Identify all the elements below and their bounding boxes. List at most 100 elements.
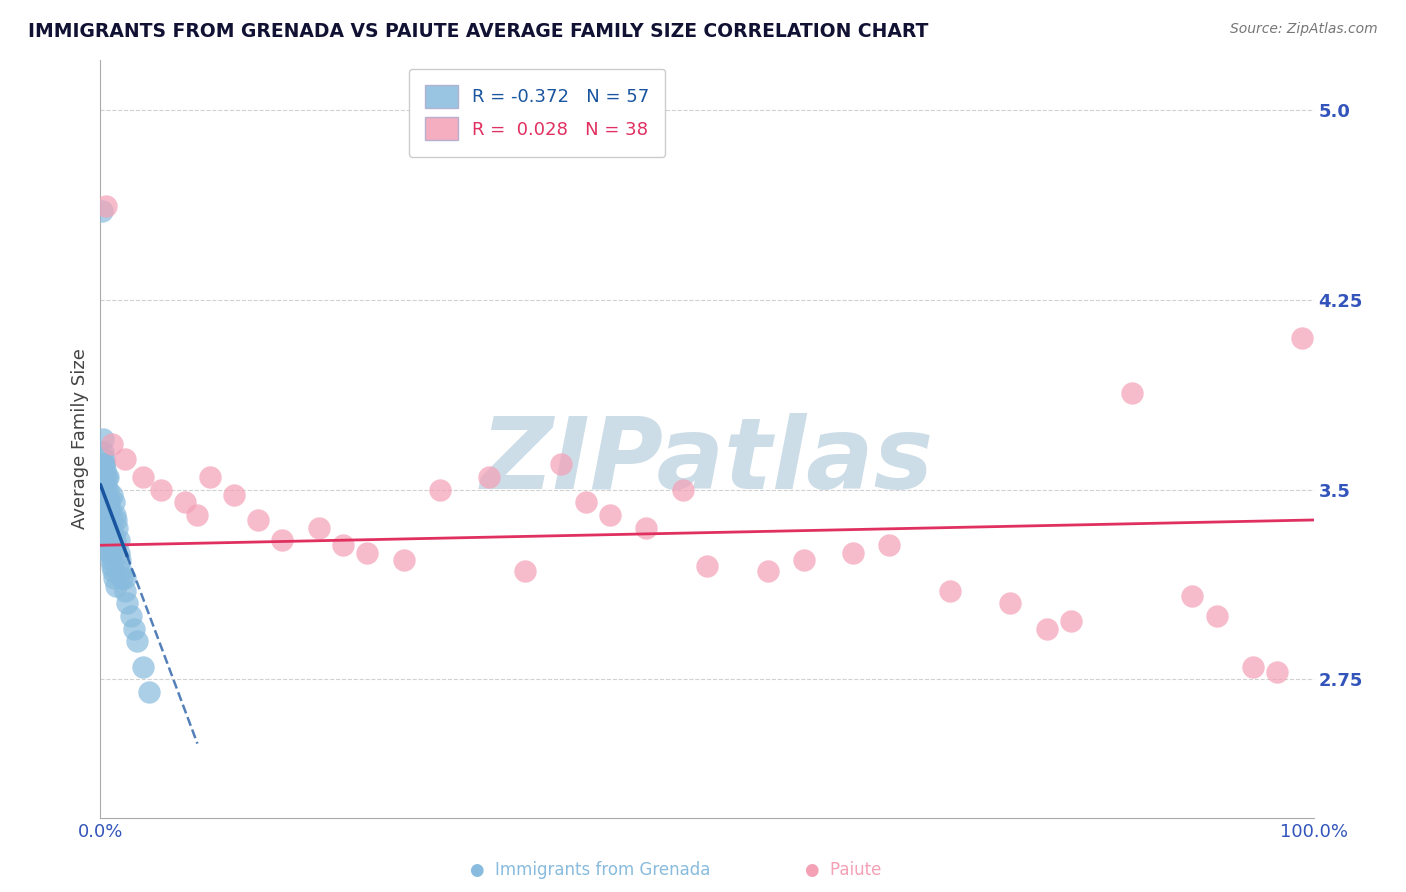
Point bbox=[696, 558, 718, 573]
Point bbox=[93, 458, 115, 472]
Point bbox=[97, 533, 120, 548]
Point bbox=[97, 470, 120, 484]
Point bbox=[114, 452, 136, 467]
Point bbox=[756, 564, 779, 578]
Point bbox=[120, 609, 142, 624]
Point bbox=[107, 533, 129, 548]
Point bbox=[93, 452, 115, 467]
Point bbox=[97, 495, 120, 509]
Text: IMMIGRANTS FROM GRENADA VS PAIUTE AVERAGE FAMILY SIZE CORRELATION CHART: IMMIGRANTS FROM GRENADA VS PAIUTE AVERAG… bbox=[28, 22, 928, 41]
Y-axis label: Average Family Size: Average Family Size bbox=[72, 349, 89, 530]
Point bbox=[103, 495, 125, 509]
Point bbox=[636, 520, 658, 534]
Point bbox=[271, 533, 294, 548]
Point bbox=[104, 508, 127, 522]
Point bbox=[91, 444, 114, 458]
Point bbox=[100, 508, 122, 522]
Point bbox=[513, 564, 536, 578]
Point bbox=[429, 483, 451, 497]
Point bbox=[841, 546, 863, 560]
Point bbox=[356, 546, 378, 560]
Point bbox=[101, 520, 124, 534]
Point bbox=[91, 204, 114, 219]
Point bbox=[198, 470, 221, 484]
Legend: R = -0.372   N = 57, R =  0.028   N = 38: R = -0.372 N = 57, R = 0.028 N = 38 bbox=[409, 69, 665, 157]
Point bbox=[101, 437, 124, 451]
Point bbox=[101, 564, 124, 578]
Point bbox=[222, 488, 245, 502]
Point bbox=[105, 520, 128, 534]
Point bbox=[124, 622, 146, 636]
Point bbox=[97, 538, 120, 552]
Point bbox=[96, 495, 118, 509]
Point bbox=[94, 483, 117, 497]
Point bbox=[575, 495, 598, 509]
Point bbox=[392, 553, 415, 567]
Point bbox=[98, 520, 121, 534]
Point bbox=[186, 508, 208, 522]
Point bbox=[114, 571, 136, 585]
Point bbox=[125, 634, 148, 648]
Point bbox=[1241, 659, 1264, 673]
Point bbox=[91, 432, 114, 446]
Text: ●  Paiute: ● Paiute bbox=[806, 861, 882, 879]
Point bbox=[98, 513, 121, 527]
Point bbox=[1121, 386, 1143, 401]
Point bbox=[96, 513, 118, 527]
Point bbox=[97, 528, 120, 542]
Point bbox=[174, 495, 197, 509]
Point bbox=[132, 470, 155, 484]
Point bbox=[96, 199, 118, 213]
Point bbox=[110, 564, 132, 578]
Point bbox=[115, 597, 138, 611]
Point bbox=[96, 503, 118, 517]
Point bbox=[105, 513, 128, 527]
Point bbox=[96, 470, 118, 484]
Point bbox=[93, 462, 115, 476]
Point bbox=[599, 508, 621, 522]
Point bbox=[100, 553, 122, 567]
Point bbox=[100, 538, 122, 552]
Point bbox=[1265, 665, 1288, 679]
Point bbox=[98, 528, 121, 542]
Point bbox=[332, 538, 354, 552]
Point bbox=[94, 470, 117, 484]
Point bbox=[938, 583, 960, 598]
Text: ●  Immigrants from Grenada: ● Immigrants from Grenada bbox=[471, 861, 710, 879]
Point bbox=[94, 477, 117, 491]
Point bbox=[1181, 589, 1204, 603]
Point bbox=[114, 583, 136, 598]
Point bbox=[107, 546, 129, 560]
Point bbox=[96, 508, 118, 522]
Point bbox=[1291, 331, 1313, 345]
Point bbox=[672, 483, 695, 497]
Point bbox=[101, 488, 124, 502]
Point bbox=[98, 546, 121, 560]
Point bbox=[96, 520, 118, 534]
Point bbox=[104, 579, 127, 593]
Point bbox=[103, 571, 125, 585]
Point bbox=[1000, 597, 1022, 611]
Point bbox=[108, 553, 131, 567]
Point bbox=[98, 503, 121, 517]
Point bbox=[877, 538, 900, 552]
Text: Source: ZipAtlas.com: Source: ZipAtlas.com bbox=[1230, 22, 1378, 37]
Point bbox=[793, 553, 815, 567]
Point bbox=[101, 558, 124, 573]
Point bbox=[104, 533, 127, 548]
Point bbox=[247, 513, 270, 527]
Point bbox=[550, 458, 572, 472]
Point bbox=[1060, 614, 1083, 628]
Text: ZIPatlas: ZIPatlas bbox=[481, 413, 934, 510]
Point bbox=[478, 470, 501, 484]
Point bbox=[97, 483, 120, 497]
Point bbox=[150, 483, 173, 497]
Point bbox=[100, 546, 122, 560]
Point bbox=[138, 685, 160, 699]
Point bbox=[1035, 622, 1057, 636]
Point bbox=[98, 495, 121, 509]
Point bbox=[132, 659, 155, 673]
Point bbox=[93, 458, 115, 472]
Point bbox=[111, 571, 134, 585]
Point bbox=[308, 520, 330, 534]
